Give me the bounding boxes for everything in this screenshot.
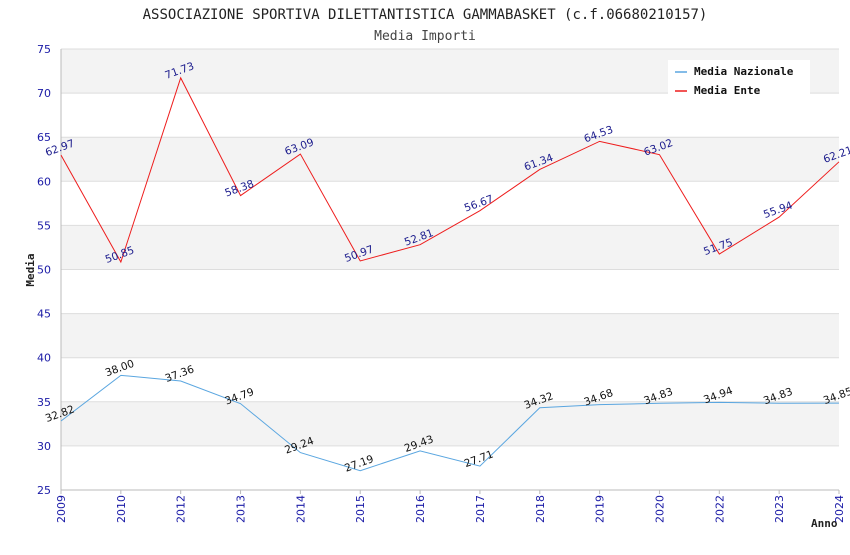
y-tick-label: 75 (37, 43, 51, 56)
band-65 (61, 93, 839, 138)
y-tick-label: 30 (37, 440, 51, 453)
band-60 (61, 137, 839, 182)
y-tick-label: 40 (37, 352, 51, 365)
y-tick-label: 45 (37, 308, 51, 321)
chart-subtitle: Media Importi (374, 29, 476, 44)
band-50 (61, 225, 839, 270)
y-tick-label: 50 (37, 264, 51, 277)
legend-label-ente: Media Ente (694, 84, 761, 97)
band-25 (61, 445, 839, 490)
band-40 (61, 313, 839, 358)
x-axis-label: Anno (811, 517, 838, 530)
chart-title: ASSOCIAZIONE SPORTIVA DILETTANTISTICA GA… (143, 7, 708, 23)
x-tick-label: 2015 (354, 495, 367, 523)
background-bands (61, 49, 839, 490)
legend: Media Nazionale Media Ente (668, 60, 810, 97)
x-tick-label: 2022 (713, 495, 726, 523)
x-tick-label: 2020 (653, 495, 666, 523)
x-tick-label: 2014 (294, 495, 307, 523)
series-line-0 (60, 374, 840, 472)
series-lines (60, 76, 840, 472)
y-tick-label: 60 (37, 175, 51, 188)
x-tick-label: 2012 (175, 495, 188, 523)
y-tick-label: 55 (37, 219, 51, 232)
x-tick-label: 2019 (594, 495, 607, 523)
y-tick-label: 65 (37, 131, 51, 144)
legend-label-nazionale: Media Nazionale (694, 65, 794, 78)
x-tick-label: 2024 (833, 495, 846, 523)
x-tick-label: 2018 (534, 495, 547, 523)
x-tick-label: 2009 (55, 495, 68, 523)
band-55 (61, 181, 839, 226)
x-tick-label: 2017 (474, 495, 487, 523)
y-tick-label: 70 (37, 87, 51, 100)
y-axis-label: Media (24, 253, 37, 286)
series-line-1 (60, 76, 840, 264)
y-tick-label: 35 (37, 396, 51, 409)
x-tick-label: 2010 (115, 495, 128, 523)
x-tick-label: 2023 (773, 495, 786, 523)
y-tick-label: 25 (37, 484, 51, 497)
axes: 25 30 35 40 45 50 55 60 65 70 75 2009 2010 2012 2013 20… (37, 43, 846, 523)
x-tick-label: 2016 (414, 495, 427, 523)
legend-box (668, 60, 810, 97)
band-30 (61, 401, 839, 446)
band-45 (61, 269, 839, 314)
x-tick-label: 2013 (235, 495, 248, 523)
band-35 (61, 357, 839, 402)
